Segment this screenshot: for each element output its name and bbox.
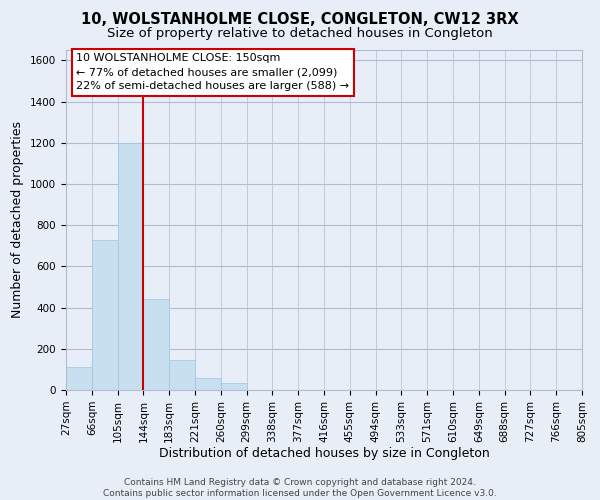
Text: Contains HM Land Registry data © Crown copyright and database right 2024.
Contai: Contains HM Land Registry data © Crown c… xyxy=(103,478,497,498)
Bar xyxy=(143,300,169,390)
Bar xyxy=(221,383,247,390)
Text: Size of property relative to detached houses in Congleton: Size of property relative to detached ho… xyxy=(107,28,493,40)
Text: 10 WOLSTANHOLME CLOSE: 150sqm
← 77% of detached houses are smaller (2,099)
22% o: 10 WOLSTANHOLME CLOSE: 150sqm ← 77% of d… xyxy=(76,54,349,92)
Y-axis label: Number of detached properties: Number of detached properties xyxy=(11,122,25,318)
Text: 10, WOLSTANHOLME CLOSE, CONGLETON, CW12 3RX: 10, WOLSTANHOLME CLOSE, CONGLETON, CW12 … xyxy=(81,12,519,28)
Bar xyxy=(92,240,118,390)
Bar xyxy=(118,142,143,390)
Bar xyxy=(195,378,221,390)
Bar xyxy=(66,368,92,390)
Bar xyxy=(169,360,195,390)
X-axis label: Distribution of detached houses by size in Congleton: Distribution of detached houses by size … xyxy=(158,448,490,460)
